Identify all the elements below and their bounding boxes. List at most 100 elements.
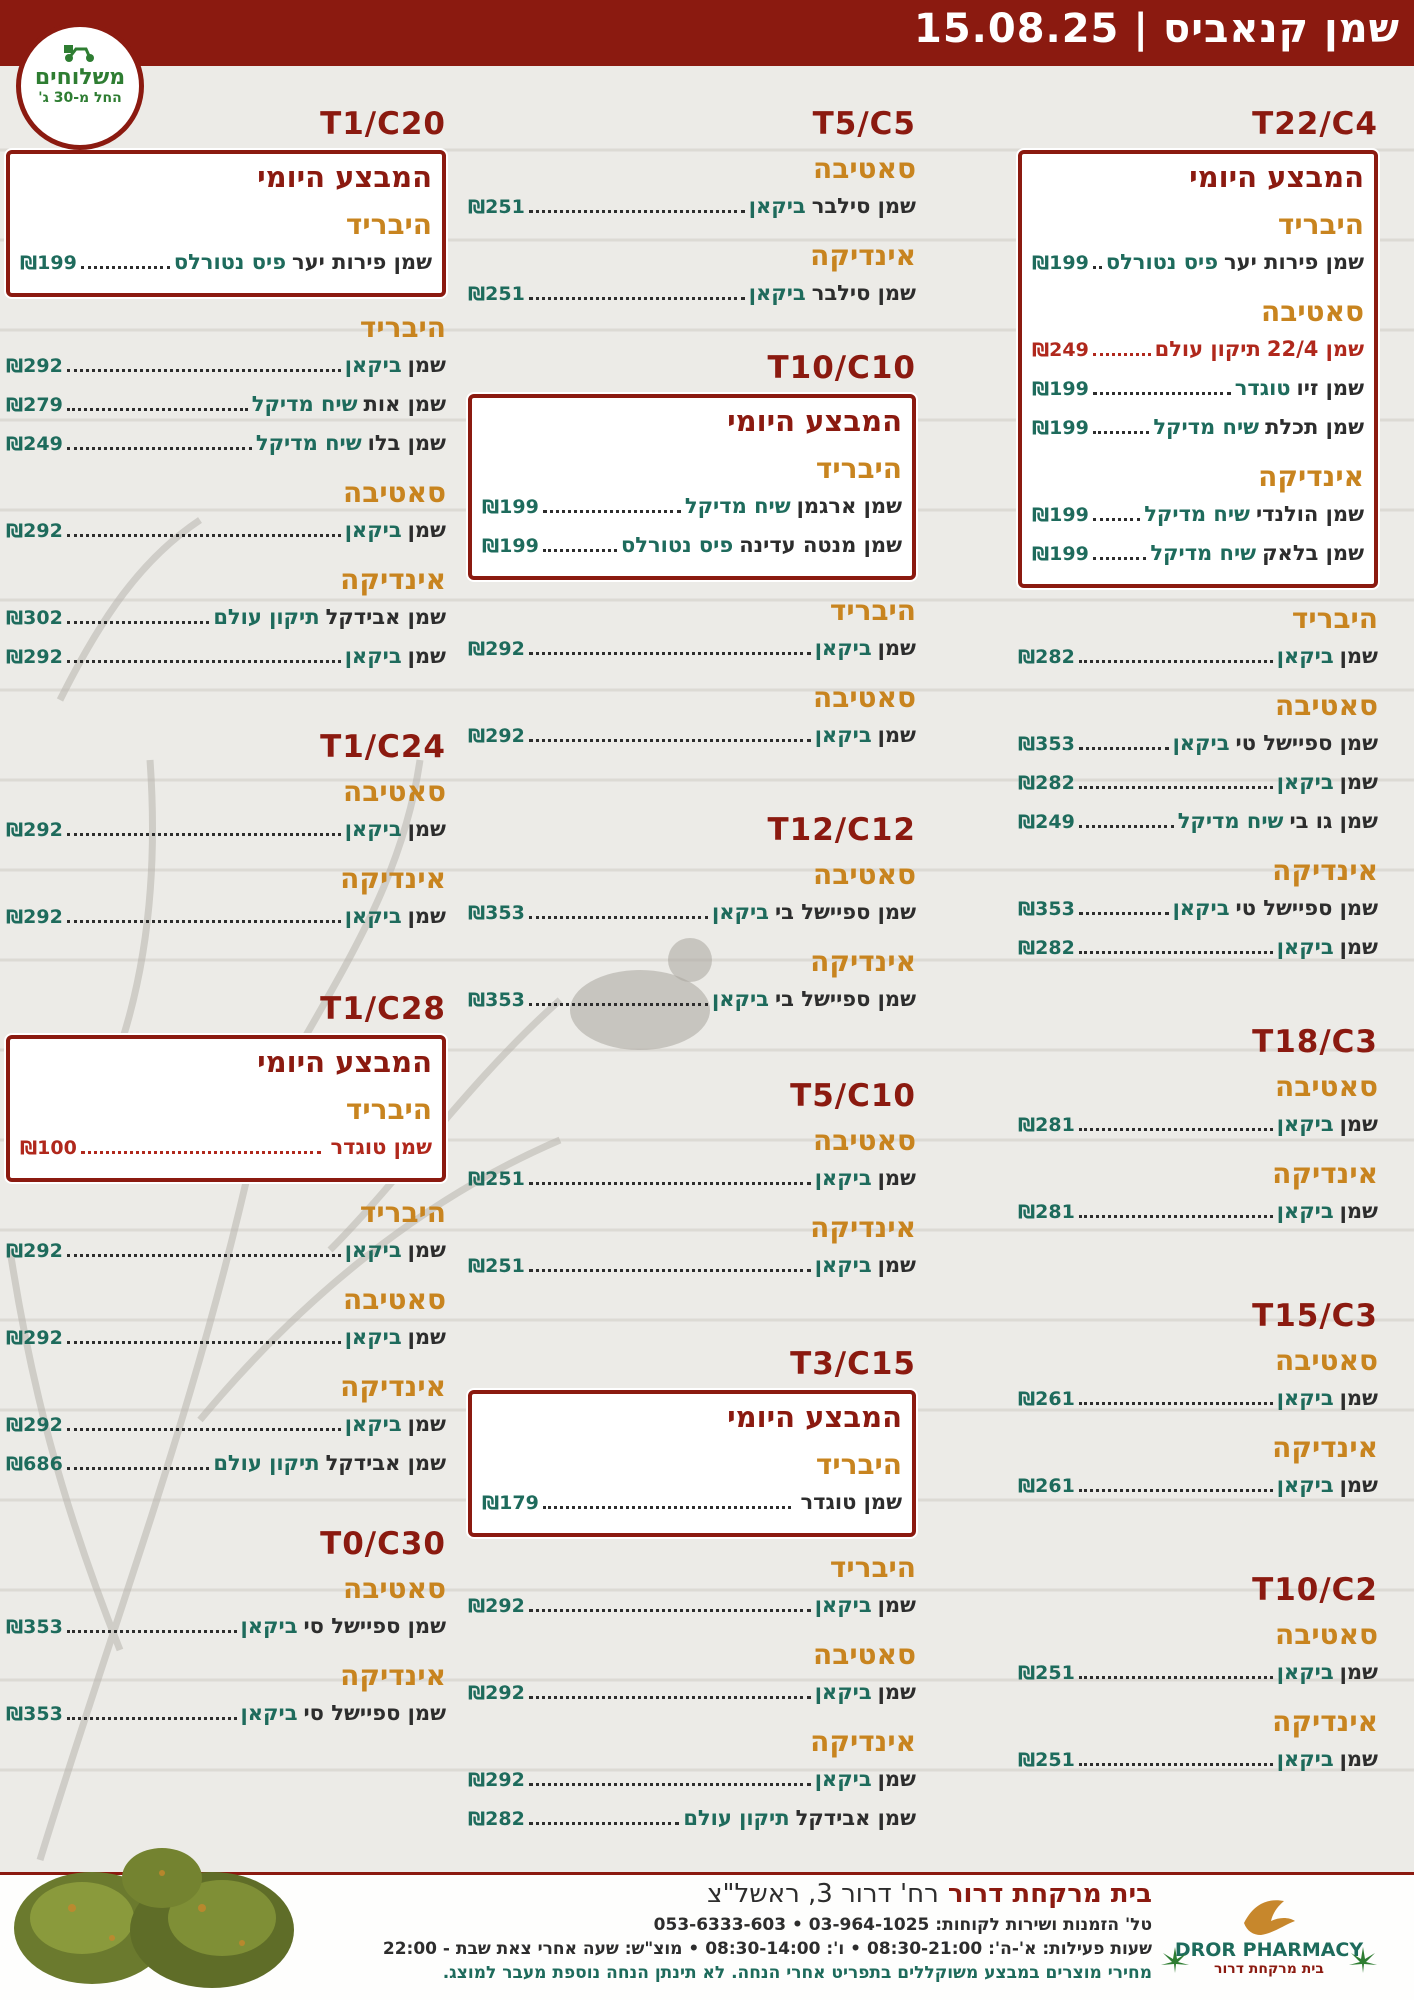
- badge-line1: משלוחים: [34, 65, 126, 90]
- section-t10-c2: T10/C2 סאטיבה שמן ביקאן ₪251 אינדיקה שמן בי…: [1018, 1572, 1378, 1786]
- product-price: ₪199: [1032, 378, 1089, 400]
- category-indica: אינדיקה: [810, 1211, 916, 1244]
- section-title: T10/C2: [1252, 1572, 1378, 1608]
- product-row: שמן ביקאן ₪292: [468, 636, 916, 675]
- product-row: שמן פירות יער פיס נטורלס ₪199: [20, 250, 432, 289]
- product-price: ₪279: [6, 394, 63, 416]
- product-brand: ביקאן: [712, 987, 769, 1011]
- category-hybrid: היבריד: [829, 594, 916, 627]
- product-brand: ביקאן: [1276, 1473, 1334, 1497]
- title-separator: |: [1133, 6, 1149, 52]
- dot-leader: [528, 1811, 680, 1825]
- product-name: שמן: [407, 1412, 446, 1436]
- product-row: שמן בלאק שיח מדיקל ₪199: [1032, 541, 1364, 580]
- product-name: שמן פירות יער: [1224, 250, 1364, 274]
- dot-leader: [66, 1330, 341, 1344]
- title-text: שמן קנאביס: [1163, 6, 1400, 52]
- product-row-highlighted: שמן 22/4 תיקון עולם ₪249: [1032, 337, 1364, 376]
- category-hybrid: היבריד: [1277, 208, 1364, 241]
- category-sativa: סאטיבה: [343, 1572, 446, 1605]
- pharmacy-address-line: בית מרקחת דרור רח' דרור 3, ראשל"צ: [252, 1879, 1152, 1909]
- product-name: שמן אבידקל: [795, 1806, 916, 1830]
- product-brand: תיקון עולם: [213, 1451, 320, 1475]
- section-title: T18/C3: [1252, 1024, 1378, 1060]
- product-price: ₪251: [468, 196, 525, 218]
- category-indica: אינדיקה: [1272, 1431, 1378, 1464]
- date-text: 15.08.25: [914, 6, 1120, 52]
- product-name: שמן בלאק: [1262, 541, 1364, 565]
- dot-leader: [1092, 420, 1150, 434]
- product-brand: ביקאן: [1276, 935, 1334, 959]
- dot-leader: [528, 641, 811, 655]
- product-row: שמן ביקאן ₪282: [1018, 644, 1378, 683]
- product-row: שמן טוגדר ₪179: [482, 1490, 902, 1529]
- product-price: ₪261: [1018, 1388, 1075, 1410]
- product-brand: ביקאן: [344, 518, 402, 542]
- product-name: שמן אבידקל: [325, 1451, 446, 1475]
- product-price: ₪249: [1018, 811, 1075, 833]
- section-t15-c3: T15/C3 סאטיבה שמן ביקאן ₪261 אינדיקה שמן בי…: [1018, 1298, 1378, 1512]
- product-name: שמן: [877, 1593, 916, 1617]
- section-t22-c4: T22/C4 המבצע היומי היבריד שמן פירות יער פ…: [1018, 106, 1378, 974]
- product-row: שמן ביקאן ₪292: [6, 644, 446, 683]
- product-brand: ביקאן: [814, 723, 872, 747]
- category-sativa: סאטיבה: [813, 1638, 916, 1671]
- product-name: שמן ספיישל סי: [303, 1701, 447, 1725]
- category-sativa: סאטיבה: [343, 775, 446, 808]
- dot-leader: [66, 1456, 210, 1470]
- product-price: ₪282: [468, 1808, 525, 1830]
- category-sativa: סאטיבה: [343, 1283, 446, 1316]
- section-t0-c30: T0/C30 סאטיבה שמן ספיישל סי ביקאן ₪353 אינ…: [6, 1526, 446, 1740]
- product-price: ₪249: [6, 433, 63, 455]
- product-price: ₪292: [468, 725, 525, 747]
- product-row: שמן מנטה עדינה פיס נטורלס ₪199: [482, 533, 902, 572]
- dot-leader: [1092, 507, 1141, 521]
- product-price: ₪292: [468, 1682, 525, 1704]
- dot-leader: [542, 499, 681, 513]
- category-hybrid: היבריד: [345, 1093, 432, 1126]
- dot-leader: [528, 1685, 811, 1699]
- product-row: שמן ביקאן ₪292: [6, 904, 446, 943]
- product-row: שמן ביקאן ₪292: [468, 1680, 916, 1719]
- section-t12-c12: T12/C12 סאטיבה שמן ספיישל בי ביקאן ₪353 אי…: [468, 812, 916, 1026]
- cannabis-leaf-icon: [1349, 1947, 1377, 1973]
- product-brand: ביקאן: [814, 1767, 872, 1791]
- dot-leader: [66, 1243, 341, 1257]
- badge-line2: החל מ-30 ג': [38, 90, 122, 106]
- product-brand: ביקאן: [748, 281, 806, 305]
- product-price: ₪199: [20, 252, 77, 274]
- product-brand: ביקאן: [240, 1614, 298, 1638]
- product-name: שמן ספיישל סי: [303, 1614, 447, 1638]
- product-name: שמן סילבר: [811, 194, 916, 218]
- product-price: ₪199: [482, 535, 539, 557]
- category-hybrid: היבריד: [815, 452, 902, 485]
- product-price: ₪292: [6, 646, 63, 668]
- product-price: ₪261: [1018, 1475, 1075, 1497]
- dot-leader: [66, 436, 252, 450]
- category-hybrid: היבריד: [1291, 602, 1378, 635]
- dot-leader: [1092, 342, 1151, 356]
- product-price: ₪199: [1032, 504, 1089, 526]
- column-middle: T5/C5 סאטיבה שמן סילבר ביקאן ₪251 אינדיקה …: [468, 106, 916, 1863]
- category-indica: אינדיקה: [340, 862, 446, 895]
- category-indica: אינדיקה: [1272, 854, 1378, 887]
- product-row: שמן סילבר ביקאן ₪251: [468, 194, 916, 233]
- product-price: ₪282: [1018, 937, 1075, 959]
- dot-leader: [66, 1619, 237, 1633]
- product-row: שמן גו בי שיח מדיקל ₪249: [1018, 809, 1378, 848]
- product-name: שמן ספיישל טי: [1235, 731, 1378, 755]
- product-brand: תיקון עולם: [683, 1806, 790, 1830]
- product-brand: שיח מדיקל: [1153, 415, 1260, 439]
- dot-leader: [528, 728, 811, 742]
- product-name: שמן 22/4: [1266, 337, 1364, 361]
- section-t1-c28: T1/C28 המבצע היומי היבריד שמן טוגדר ₪100 …: [6, 991, 446, 1490]
- product-price: ₪281: [1018, 1114, 1075, 1136]
- product-row: שמן ביקאן ₪292: [6, 1325, 446, 1364]
- header-bar: שמן קנאביס | 15.08.25: [0, 0, 1414, 66]
- dot-leader: [66, 610, 210, 624]
- product-name: שמן: [407, 644, 446, 668]
- dot-leader: [528, 1171, 811, 1185]
- daily-deal-box: המבצע היומי היבריד שמן טוגדר ₪179: [468, 1390, 916, 1537]
- product-price: ₪199: [482, 496, 539, 518]
- product-price: ₪292: [468, 638, 525, 660]
